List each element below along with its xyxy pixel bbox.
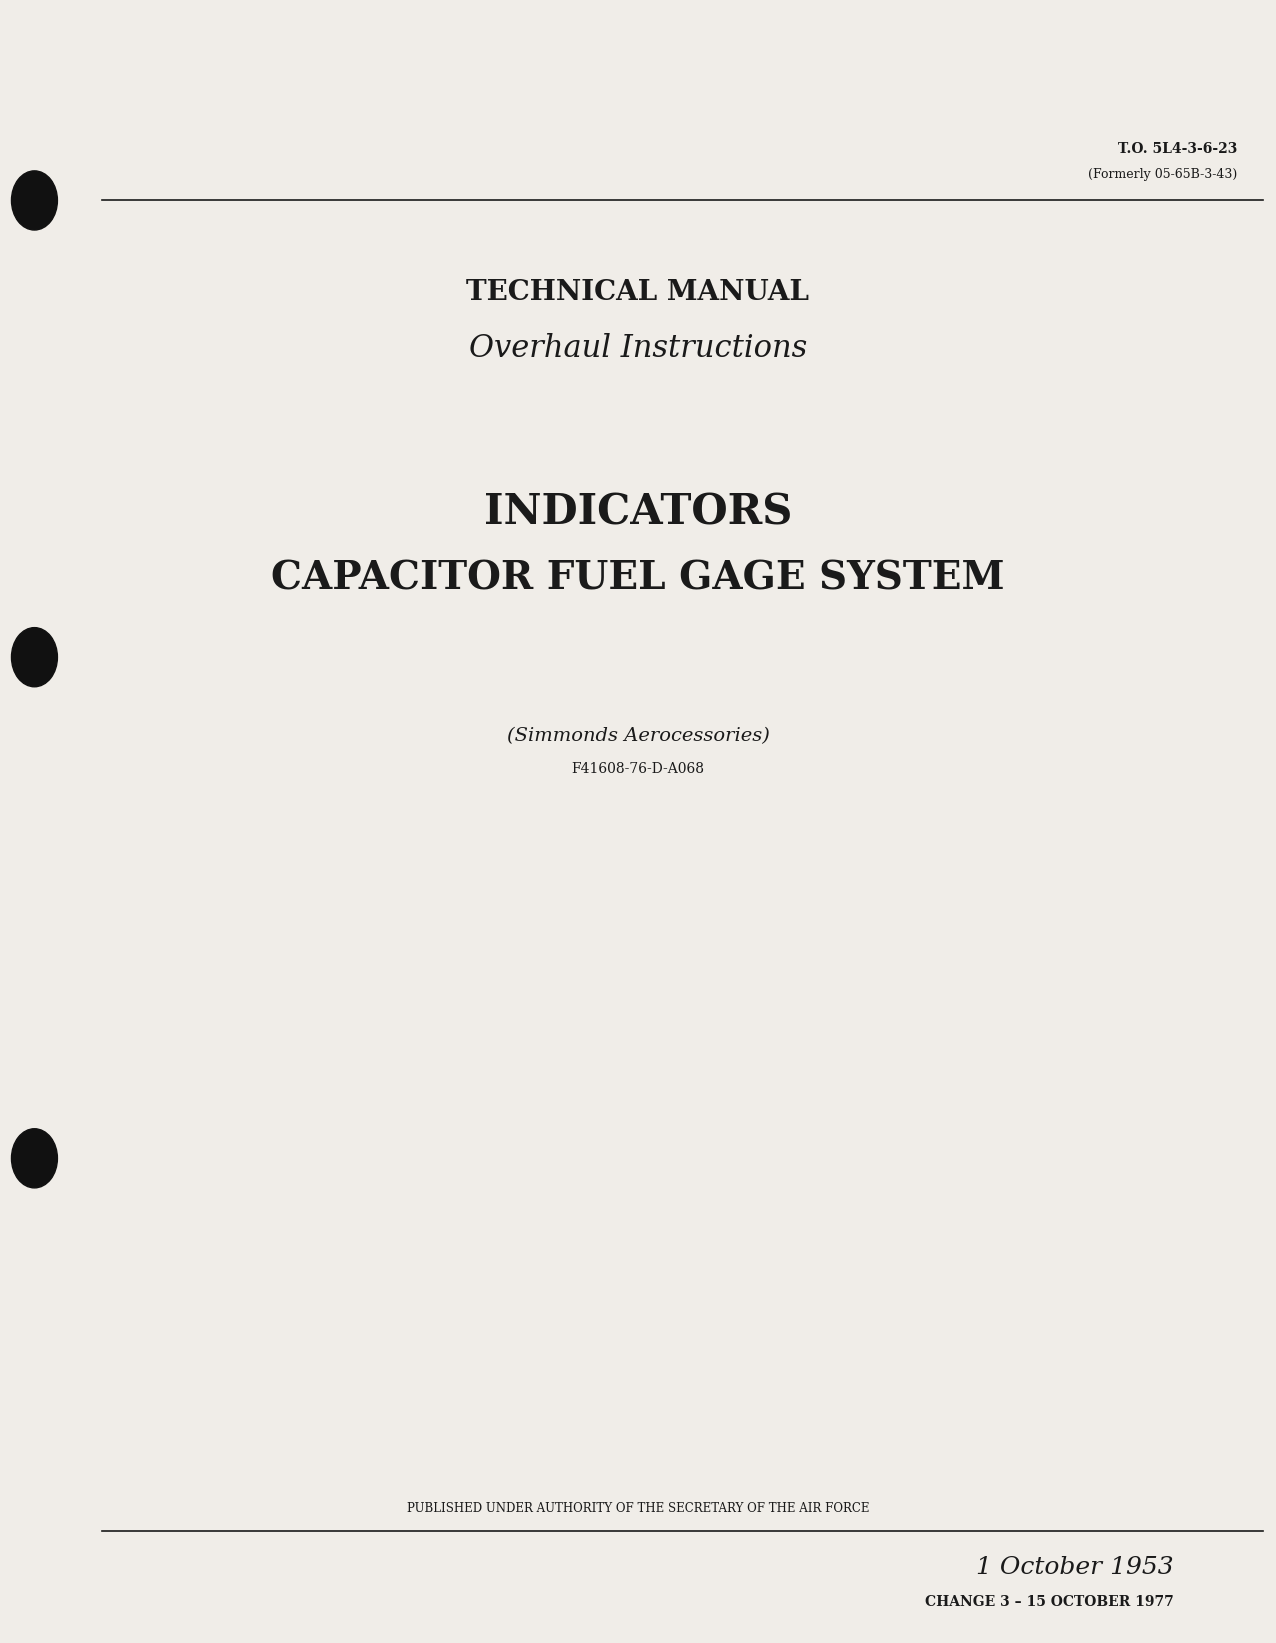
Text: 1 October 1953: 1 October 1953 (976, 1556, 1174, 1579)
Text: TECHNICAL MANUAL: TECHNICAL MANUAL (467, 279, 809, 306)
Text: F41608-76-D-A068: F41608-76-D-A068 (572, 762, 704, 775)
Text: (Formerly 05-65B-3-43): (Formerly 05-65B-3-43) (1088, 168, 1238, 181)
Circle shape (11, 1129, 57, 1188)
Text: Overhaul Instructions: Overhaul Instructions (468, 334, 808, 363)
Text: (Simmonds Aerocessories): (Simmonds Aerocessories) (507, 728, 769, 744)
Text: T.O. 5L4-3-6-23: T.O. 5L4-3-6-23 (1118, 141, 1238, 156)
Text: CAPACITOR FUEL GAGE SYSTEM: CAPACITOR FUEL GAGE SYSTEM (272, 559, 1004, 598)
Text: INDICATORS: INDICATORS (484, 491, 792, 534)
Circle shape (11, 628, 57, 687)
Circle shape (11, 171, 57, 230)
Text: CHANGE 3 – 15 OCTOBER 1977: CHANGE 3 – 15 OCTOBER 1977 (925, 1595, 1174, 1608)
Text: PUBLISHED UNDER AUTHORITY OF THE SECRETARY OF THE AIR FORCE: PUBLISHED UNDER AUTHORITY OF THE SECRETA… (407, 1502, 869, 1515)
